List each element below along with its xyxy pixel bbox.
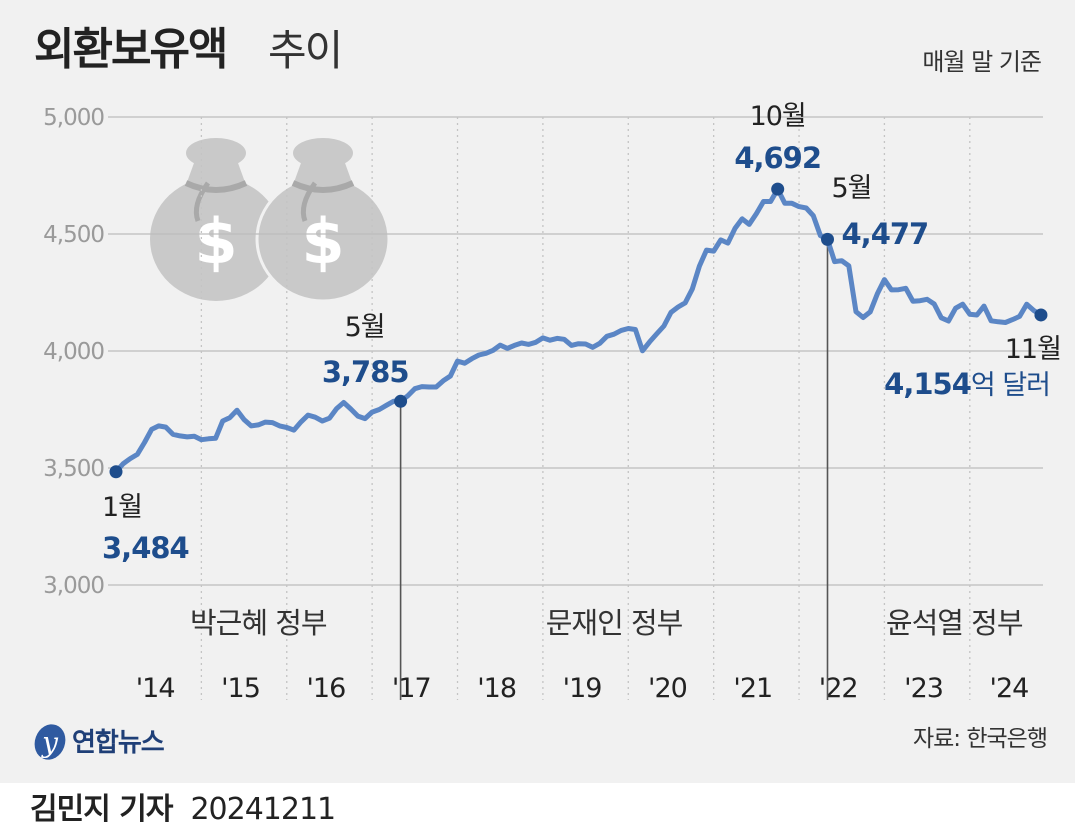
line-chart: $ $ 3,000 3,500 4,000 4,500 5,000 박근혜 정부 문재인 … [43, 101, 1062, 704]
x-tick-label: '22 [819, 673, 858, 704]
logo-wordmark: 연합뉴스 [72, 728, 165, 758]
annotation-value: 3,484 [102, 531, 189, 565]
byline-name: 김민지 기자 [30, 792, 173, 827]
x-tick-label: '19 [563, 673, 602, 704]
x-tick-label: '23 [904, 673, 943, 704]
x-tick-label: '20 [648, 673, 687, 704]
annotation-value: 4,154억 달러 [884, 367, 1050, 401]
basis-note: 매월 말 기준 [922, 48, 1042, 76]
y-tick-label: 4,500 [43, 222, 104, 248]
x-tick-label: '14 [136, 673, 175, 704]
x-tick-label: '17 [392, 673, 431, 704]
highlight-marker [771, 182, 785, 196]
byline-date: 20241211 [190, 792, 336, 827]
y-tick-label: 3,500 [43, 456, 104, 482]
annotation-value: 3,785 [322, 355, 409, 389]
source-note: 자료: 한국은행 [912, 726, 1048, 752]
annotation-value: 4,692 [734, 141, 821, 175]
money-bag-icon: $ [150, 138, 282, 301]
x-tick-label: '18 [477, 673, 516, 704]
annotation-month: 1월 [102, 492, 142, 523]
highlight-marker [1034, 308, 1048, 322]
era-label: 윤석열 정부 [886, 606, 1023, 640]
annotation-month: 5월 [345, 312, 385, 343]
chart-subtitle: 추이 [268, 26, 343, 75]
x-tick-label: '21 [733, 673, 772, 704]
series-line [113, 186, 1044, 475]
chart-panel [0, 0, 1075, 783]
y-tick-label: 4,000 [43, 339, 104, 365]
money-bag-icon: $ [255, 138, 391, 303]
x-tick-label: '15 [221, 673, 260, 704]
chart-title: 외환보유액 [34, 24, 228, 75]
x-tick-label: '24 [990, 673, 1029, 704]
x-tick-label: '16 [307, 673, 346, 704]
money-bags-illustration: $ $ [150, 138, 391, 303]
footer-bar [0, 783, 1075, 839]
annotation-month: 10월 [750, 101, 806, 132]
svg-text:y: y [40, 726, 59, 759]
y-tick-label: 3,000 [43, 573, 104, 599]
highlight-marker [394, 394, 408, 408]
svg-text:$: $ [194, 205, 237, 278]
yonhap-logo-icon: y [34, 724, 66, 760]
svg-text:$: $ [301, 205, 344, 278]
highlight-marker [109, 465, 123, 479]
annotation-value: 4,477 [842, 217, 929, 251]
era-label: 문재인 정부 [546, 606, 683, 640]
y-tick-label: 5,000 [43, 105, 104, 131]
byline: 김민지 기자 20241211 [30, 792, 336, 827]
highlight-marker [821, 232, 834, 246]
annotation-month: 5월 [832, 173, 872, 204]
era-label: 박근혜 정부 [190, 606, 327, 640]
annotation-month: 11월 [1005, 334, 1061, 365]
